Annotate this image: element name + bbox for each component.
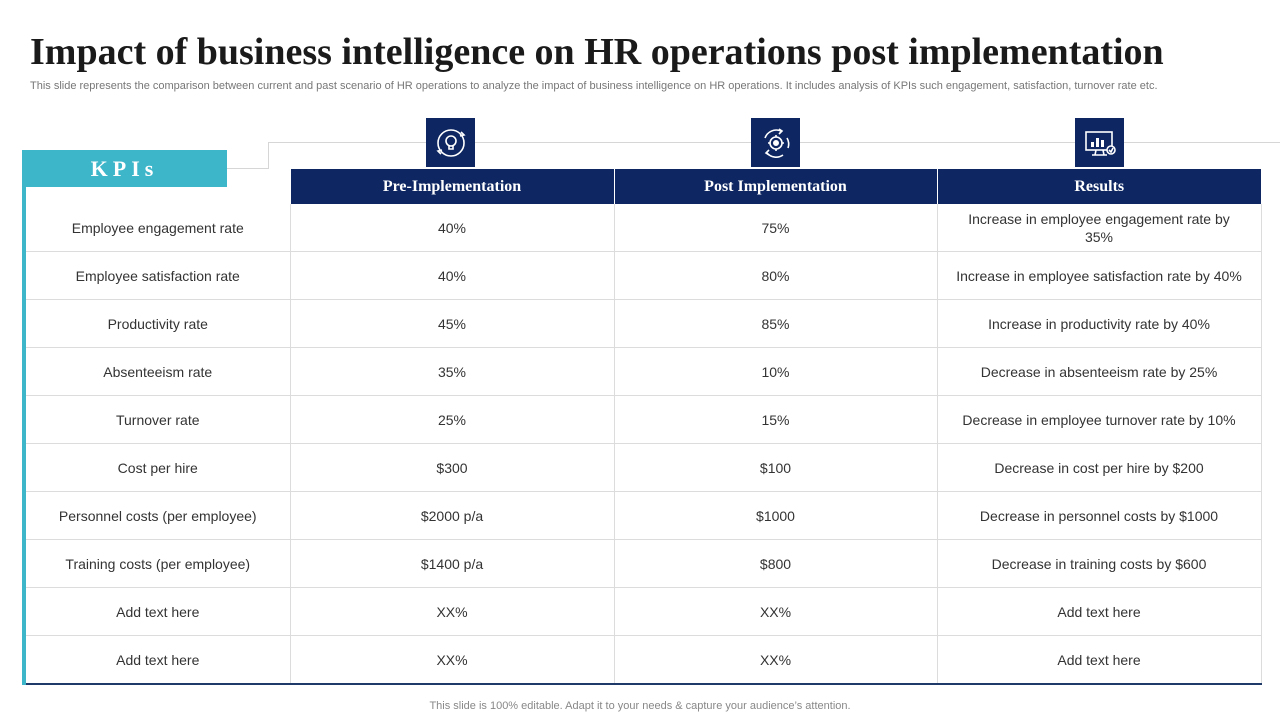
result-cell: Add text here <box>936 587 1262 636</box>
table-row: Personnel costs (per employee) $2000 p/a… <box>26 491 1262 540</box>
pre-value-cell: 35% <box>289 347 614 396</box>
header-post-implementation: Post Implementation <box>613 169 937 204</box>
table-header-row: Pre-Implementation Post Implementation R… <box>26 169 1261 204</box>
post-value-cell: XX% <box>613 587 937 636</box>
kpi-comparison-table: Pre-Implementation Post Implementation R… <box>26 169 1262 685</box>
table-row: Productivity rate 45% 85% Increase in pr… <box>26 299 1262 348</box>
table-row: Absenteeism rate 35% 10% Decrease in abs… <box>26 347 1262 396</box>
post-value-cell: $1000 <box>613 491 937 540</box>
result-cell: Increase in employee satisfaction rate b… <box>936 251 1262 300</box>
kpi-cell: Productivity rate <box>26 299 290 348</box>
gear-cycle-icon <box>751 118 800 167</box>
post-value-cell: 10% <box>613 347 937 396</box>
page-subtitle: This slide represents the comparison bet… <box>30 80 1158 92</box>
analytics-monitor-icon <box>1075 118 1124 167</box>
result-cell: Decrease in cost per hire by $200 <box>936 443 1262 492</box>
post-value-cell: $800 <box>613 539 937 588</box>
header-results: Results <box>936 169 1261 204</box>
kpi-cell: Employee engagement rate <box>26 204 290 252</box>
result-cell: Increase in productivity rate by 40% <box>936 299 1262 348</box>
result-cell: Decrease in personnel costs by $1000 <box>936 491 1262 540</box>
table-row: Employee satisfaction rate 40% 80% Incre… <box>26 251 1262 300</box>
result-cell: Decrease in training costs by $600 <box>936 539 1262 588</box>
post-value-cell: XX% <box>613 635 937 685</box>
table-row: Add text here XX% XX% Add text here <box>26 635 1262 685</box>
lightbulb-cycle-icon <box>426 118 475 167</box>
table-row: Add text here XX% XX% Add text here <box>26 587 1262 636</box>
kpi-cell: Employee satisfaction rate <box>26 251 290 300</box>
result-cell: Increase in employee engagement rate by … <box>936 204 1262 252</box>
footer-note: This slide is 100% editable. Adapt it to… <box>429 700 851 712</box>
post-value-cell: 75% <box>613 204 937 252</box>
pre-value-cell: 45% <box>289 299 614 348</box>
result-cell: Decrease in employee turnover rate by 10… <box>936 395 1262 444</box>
page-title: Impact of business intelligence on HR op… <box>30 31 1164 73</box>
pre-value-cell: $300 <box>289 443 614 492</box>
kpi-label-tab: KPIs <box>22 150 227 187</box>
table-row: Employee engagement rate 40% 75% Increas… <box>26 204 1262 252</box>
kpi-cell: Turnover rate <box>26 395 290 444</box>
kpi-header-blank <box>26 169 290 204</box>
kpi-cell: Add text here <box>26 635 290 685</box>
table-row: Turnover rate 25% 15% Decrease in employ… <box>26 395 1262 444</box>
kpi-cell: Personnel costs (per employee) <box>26 491 290 540</box>
table-row: Cost per hire $300 $100 Decrease in cost… <box>26 443 1262 492</box>
post-value-cell: 15% <box>613 395 937 444</box>
pre-value-cell: XX% <box>289 635 614 685</box>
kpi-cell: Training costs (per employee) <box>26 539 290 588</box>
header-pre-implementation: Pre-Implementation <box>289 169 614 204</box>
pre-value-cell: $2000 p/a <box>289 491 614 540</box>
post-value-cell: $100 <box>613 443 937 492</box>
post-value-cell: 85% <box>613 299 937 348</box>
pre-value-cell: 40% <box>289 204 614 252</box>
result-cell: Decrease in absenteeism rate by 25% <box>936 347 1262 396</box>
pre-value-cell: 40% <box>289 251 614 300</box>
pre-value-cell: 25% <box>289 395 614 444</box>
pre-value-cell: $1400 p/a <box>289 539 614 588</box>
result-cell: Add text here <box>936 635 1262 685</box>
table-row: Training costs (per employee) $1400 p/a … <box>26 539 1262 588</box>
kpi-label: KPIs <box>90 155 159 181</box>
pre-value-cell: XX% <box>289 587 614 636</box>
post-value-cell: 80% <box>613 251 937 300</box>
kpi-tab-connector <box>227 168 269 169</box>
kpi-cell: Add text here <box>26 587 290 636</box>
kpi-cell: Cost per hire <box>26 443 290 492</box>
kpi-cell: Absenteeism rate <box>26 347 290 396</box>
kpi-accent-bar <box>22 187 26 685</box>
header-connector-drop <box>268 142 269 169</box>
